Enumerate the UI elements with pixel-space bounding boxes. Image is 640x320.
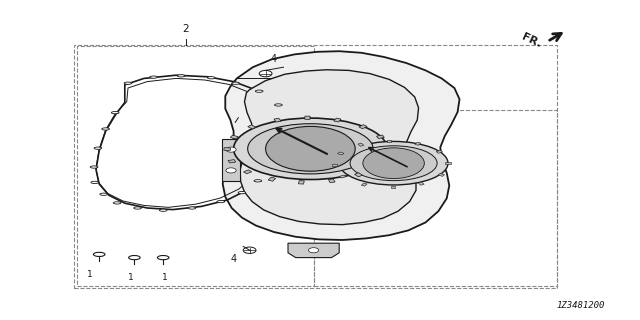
Text: 1: 1 (87, 270, 92, 279)
Polygon shape (223, 51, 460, 240)
Bar (359, 125, 367, 129)
Ellipse shape (129, 255, 140, 260)
Circle shape (363, 148, 424, 179)
Circle shape (226, 147, 236, 152)
Ellipse shape (281, 121, 289, 123)
Bar (384, 148, 390, 150)
Ellipse shape (124, 82, 132, 84)
Bar (438, 173, 445, 176)
Ellipse shape (102, 128, 109, 130)
Ellipse shape (134, 207, 141, 209)
Bar (274, 118, 281, 122)
Ellipse shape (113, 202, 121, 204)
Bar (222, 139, 240, 181)
Ellipse shape (159, 209, 167, 212)
Text: FR.: FR. (520, 32, 543, 50)
Circle shape (308, 248, 319, 253)
Ellipse shape (188, 207, 196, 209)
Bar (74, 45, 557, 288)
Bar (77, 46, 314, 286)
Bar (228, 160, 236, 163)
Ellipse shape (255, 90, 263, 92)
Ellipse shape (100, 193, 108, 195)
Circle shape (259, 70, 272, 77)
Ellipse shape (275, 104, 282, 106)
Bar (445, 162, 451, 164)
Polygon shape (288, 243, 339, 258)
Ellipse shape (207, 76, 215, 79)
Ellipse shape (248, 124, 373, 174)
Ellipse shape (279, 143, 287, 145)
Ellipse shape (232, 82, 239, 84)
Bar (419, 182, 424, 185)
Bar (383, 152, 390, 155)
Bar (339, 175, 346, 178)
Text: 4: 4 (271, 54, 277, 64)
Circle shape (226, 168, 236, 173)
Ellipse shape (217, 200, 225, 203)
Bar (387, 140, 391, 142)
Ellipse shape (94, 147, 102, 149)
Ellipse shape (350, 146, 437, 180)
Ellipse shape (254, 180, 262, 182)
Circle shape (266, 126, 355, 171)
Bar (391, 186, 395, 188)
Text: 2: 2 (182, 24, 189, 34)
Bar (415, 142, 421, 145)
Bar (230, 135, 238, 139)
Polygon shape (240, 70, 419, 225)
Bar (355, 173, 362, 177)
Text: 1Z3481200: 1Z3481200 (556, 301, 605, 310)
Bar (358, 143, 364, 146)
Text: 3: 3 (250, 104, 256, 114)
Text: 1: 1 (163, 273, 168, 282)
Bar (334, 118, 341, 122)
Bar (268, 177, 276, 181)
Ellipse shape (111, 111, 119, 114)
Bar (436, 150, 443, 153)
Ellipse shape (150, 76, 157, 78)
Ellipse shape (157, 255, 169, 260)
Bar (337, 152, 344, 155)
Ellipse shape (177, 75, 185, 77)
Circle shape (243, 247, 256, 253)
Text: 1: 1 (129, 273, 134, 282)
Bar (298, 180, 304, 184)
Bar (328, 179, 335, 183)
Bar (374, 163, 382, 167)
Bar (243, 170, 252, 174)
Ellipse shape (234, 118, 387, 180)
Ellipse shape (238, 191, 246, 194)
Bar (362, 183, 367, 186)
Bar (314, 110, 557, 286)
Ellipse shape (90, 166, 98, 168)
Text: 4: 4 (230, 254, 237, 264)
Ellipse shape (270, 163, 278, 165)
Ellipse shape (91, 181, 99, 184)
Bar (332, 164, 337, 166)
Bar (376, 135, 385, 139)
Ellipse shape (93, 252, 105, 257)
Ellipse shape (339, 141, 448, 185)
Bar (305, 116, 310, 119)
Bar (224, 148, 230, 150)
Bar (248, 125, 256, 129)
